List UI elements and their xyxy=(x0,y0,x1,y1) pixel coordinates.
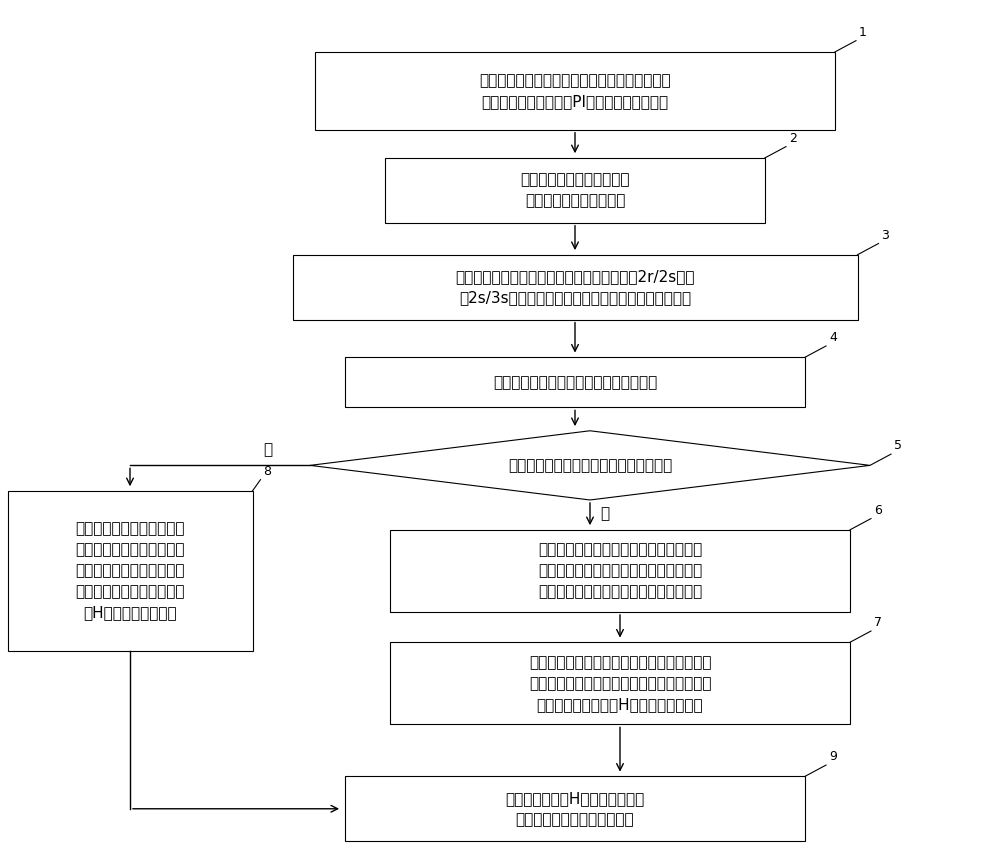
Text: 3: 3 xyxy=(882,228,889,241)
Text: 7: 7 xyxy=(874,616,882,630)
Text: 2: 2 xyxy=(789,131,797,144)
Text: 8: 8 xyxy=(264,465,272,477)
Text: 将正常状态下的各相绕组电
流给定值与三相永磁容错电
机各相绕组实际电流进行比
较，根据比较信号转换为三
相H桥逆变器控制信号: 将正常状态下的各相绕组电 流给定值与三相永磁容错电 机各相绕组实际电流进行比 较… xyxy=(75,522,185,620)
Bar xyxy=(390,642,850,725)
Text: 检测三相永磁容错电机各相绕组实际电流: 检测三相永磁容错电机各相绕组实际电流 xyxy=(493,375,657,390)
Text: 1: 1 xyxy=(859,26,867,39)
Text: 5: 5 xyxy=(894,439,902,452)
Text: 是: 是 xyxy=(600,506,609,521)
Text: 根据各相绕组发生短路或开路故障的判断
结果，利用故障状态下的给定电流计算公
式得出故障状态下的各相绕组电流给定值: 根据各相绕组发生短路或开路故障的判断 结果，利用故障状态下的给定电流计算公 式得… xyxy=(538,542,702,599)
Bar xyxy=(345,357,805,407)
Text: 否: 否 xyxy=(263,442,272,458)
Bar xyxy=(315,52,835,130)
Text: 将三相永磁容错电机的实际转速与给定转速进行
比较，对比较信号进行PI调节后获得给定转矩: 将三相永磁容错电机的实际转速与给定转速进行 比较，对比较信号进行PI调节后获得给… xyxy=(479,73,671,109)
Text: 将故障状态下的各相绕组电流给定值与三相永
磁容错电机各相绕组实际电流进行比较，根据
比较信号转换为三相H桥逆变器控制信号: 将故障状态下的各相绕组电流给定值与三相永 磁容错电机各相绕组实际电流进行比较，根… xyxy=(529,655,711,712)
Bar xyxy=(8,490,252,650)
Bar xyxy=(385,157,765,222)
Polygon shape xyxy=(310,431,870,500)
Text: 对所述直轴电流给定值和交轴电流给定值通过2r/2s变换
和2s/3s变换后得到正常状态下的各相绕组电流给定值: 对所述直轴电流给定值和交轴电流给定值通过2r/2s变换 和2s/3s变换后得到正… xyxy=(455,269,695,305)
Bar xyxy=(292,254,858,319)
Text: 判断任一相绕组是否发生短路或开路故障: 判断任一相绕组是否发生短路或开路故障 xyxy=(508,458,672,473)
Text: 9: 9 xyxy=(829,750,837,763)
Bar xyxy=(390,529,850,612)
Text: 4: 4 xyxy=(829,331,837,344)
Text: 6: 6 xyxy=(874,503,882,516)
Text: 按照得到的三相H桥逆变器控制信
号控制三相永磁容错电机运行: 按照得到的三相H桥逆变器控制信 号控制三相永磁容错电机运行 xyxy=(505,791,645,827)
Bar xyxy=(345,777,805,841)
Text: 根据给定转矩获得直轴电流
给定值和交轴电流给定值: 根据给定转矩获得直轴电流 给定值和交轴电流给定值 xyxy=(520,172,630,208)
